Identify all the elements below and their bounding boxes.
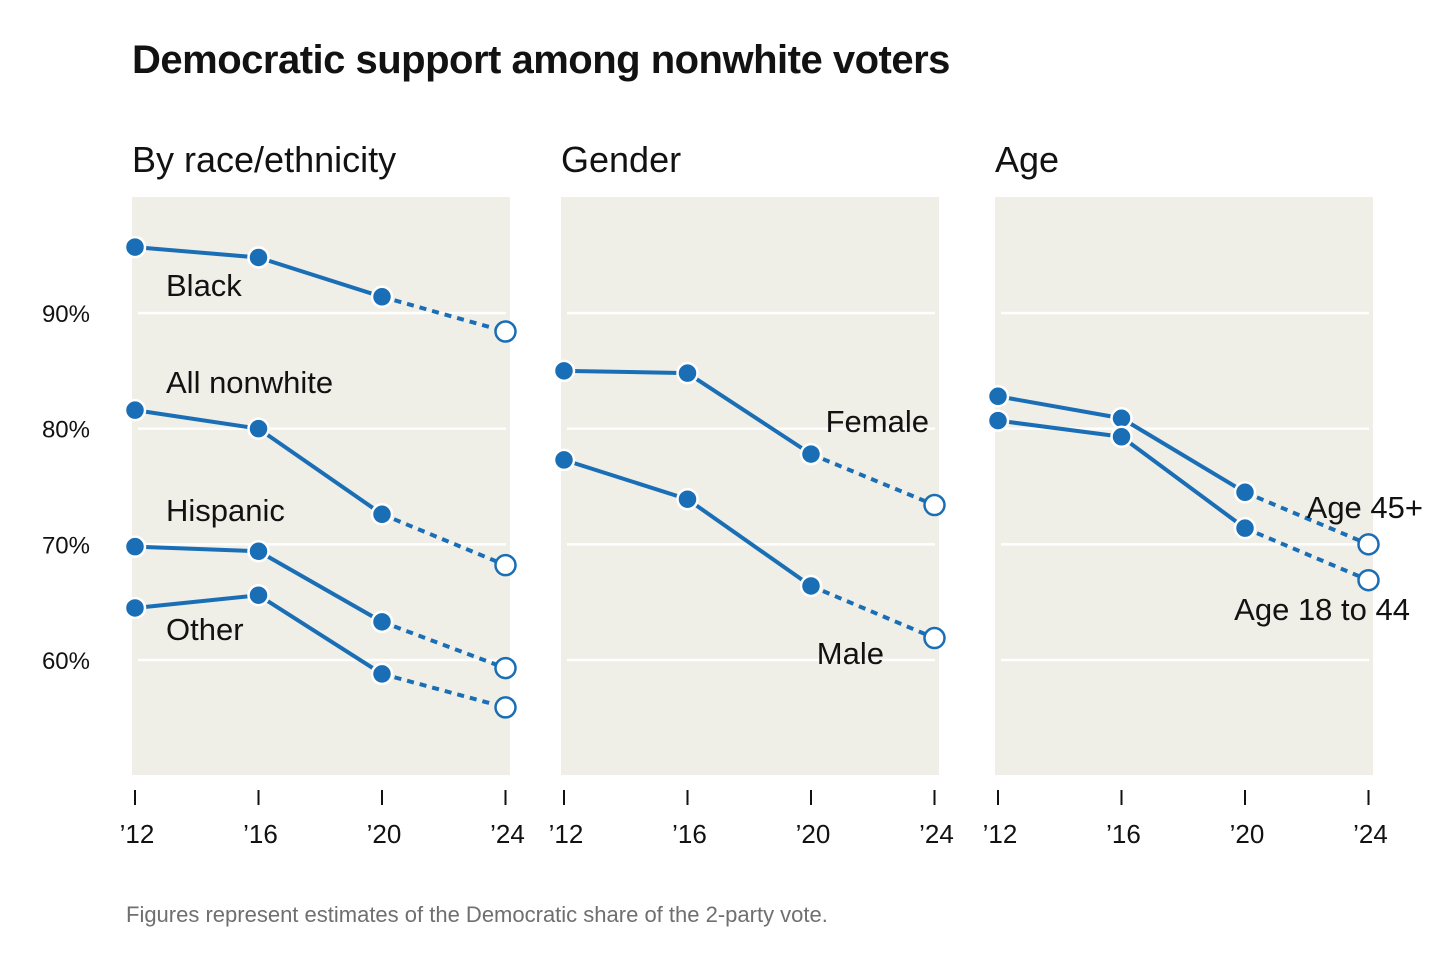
series-projection-black	[381, 294, 507, 334]
y-tick-label-90: 90%	[42, 301, 90, 328]
x-tick-label-gender-2016: ’16	[672, 819, 707, 849]
x-tick-label-gender-2024: ’24	[919, 819, 954, 849]
data-point-all-nonwhite-2020	[370, 503, 394, 526]
data-point-age-45-2016	[1110, 407, 1133, 430]
data-point-other-2012	[123, 596, 147, 620]
y-tick-label-80: 80%	[42, 417, 90, 444]
series-projection-age-18-to-44	[1244, 526, 1370, 583]
source-note: Figures represent estimates of the Democ…	[126, 902, 828, 927]
data-point-hispanic-2024	[494, 656, 517, 680]
data-point-age-45-2012	[986, 385, 1010, 408]
data-point-age-45-2024	[1357, 533, 1380, 556]
x-tick-label-gender-2020: ’20	[796, 819, 831, 849]
data-point-age-18-to-44-2024	[1357, 568, 1380, 592]
data-point-male-2012	[552, 448, 576, 472]
series-label-female: Female	[826, 404, 929, 439]
series-projection-other	[381, 671, 507, 710]
data-point-male-2024	[923, 626, 946, 650]
panel-background-age	[995, 197, 1373, 775]
data-point-age-18-to-44-2020	[1233, 516, 1257, 540]
data-point-other-2020	[370, 662, 394, 686]
data-point-all-nonwhite-2024	[494, 553, 517, 577]
data-point-age-18-to-44-2016	[1110, 425, 1133, 449]
x-tick-label-by-race-ethnicity-2016: ’16	[243, 819, 278, 849]
series-label-age-18-to-44: Age 18 to 44	[1234, 592, 1410, 627]
series-label-hispanic: Hispanic	[166, 493, 285, 528]
series-projection-male	[810, 584, 936, 640]
series-projection-female	[810, 452, 936, 507]
x-tick-label-by-race-ethnicity-2020: ’20	[367, 819, 402, 849]
y-tick-label-70: 70%	[42, 532, 90, 559]
x-tick-label-age-2024: ’24	[1353, 819, 1388, 849]
series-label-age-45: Age 45+	[1307, 490, 1423, 525]
x-tick-label-gender-2012: ’12	[549, 819, 584, 849]
data-point-black-2020	[370, 285, 394, 309]
panel-title-gender: Gender	[561, 139, 681, 180]
y-tick-label-60: 60%	[42, 648, 90, 675]
data-point-other-2016	[247, 583, 270, 607]
data-point-all-nonwhite-2012	[123, 398, 147, 422]
data-point-hispanic-2012	[123, 535, 147, 558]
data-point-female-2012	[552, 359, 576, 383]
chart-title: Democratic support among nonwhite voters	[132, 38, 950, 82]
x-tick-label-age-2016: ’16	[1106, 819, 1141, 849]
data-point-black-2016	[247, 246, 270, 269]
series-projection-hispanic	[381, 619, 507, 670]
x-tick-label-age-2020: ’20	[1230, 819, 1265, 849]
data-point-all-nonwhite-2016	[247, 417, 270, 440]
series-label-other: Other	[166, 612, 244, 647]
data-point-female-2020	[799, 442, 823, 466]
data-point-hispanic-2016	[247, 540, 270, 563]
x-tick-label-age-2012: ’12	[983, 819, 1018, 849]
x-tick-label-by-race-ethnicity-2024: ’24	[490, 819, 525, 849]
series-projection-age-45	[1244, 490, 1370, 547]
series-label-black: Black	[166, 268, 242, 303]
data-point-black-2024	[494, 320, 517, 343]
data-point-hispanic-2020	[370, 610, 394, 634]
data-point-male-2020	[799, 574, 823, 598]
data-point-age-18-to-44-2012	[986, 409, 1010, 432]
series-projection-all-nonwhite	[381, 512, 507, 568]
data-point-female-2016	[676, 361, 699, 385]
data-point-male-2016	[676, 487, 699, 511]
panel-title-age: Age	[995, 139, 1059, 180]
data-point-other-2024	[494, 696, 517, 719]
x-tick-label-by-race-ethnicity-2012: ’12	[120, 819, 155, 849]
panel-background-by-race-ethnicity	[132, 197, 510, 775]
series-label-all-nonwhite: All nonwhite	[166, 365, 333, 400]
data-point-black-2012	[123, 235, 147, 259]
panel-title-by-race-ethnicity: By race/ethnicity	[132, 139, 396, 180]
series-label-male: Male	[817, 636, 884, 671]
data-point-age-45-2020	[1233, 481, 1257, 504]
data-point-female-2024	[923, 493, 946, 517]
panel-background-gender	[561, 197, 939, 775]
